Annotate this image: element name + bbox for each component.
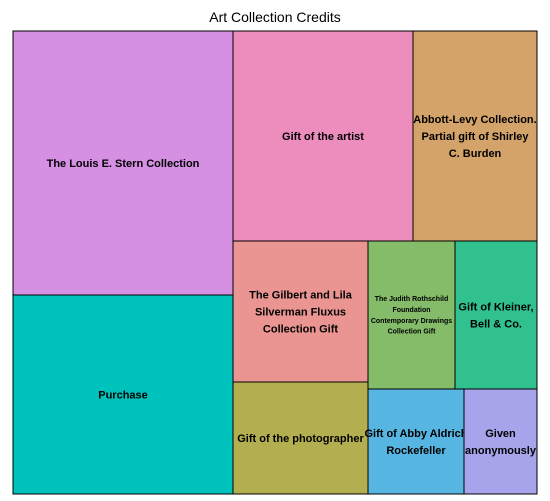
treemap-tile: Gift of the artist [232, 30, 414, 242]
treemap-label: The Louis E. Stern Collection [47, 158, 200, 170]
treemap-rect [232, 240, 369, 383]
treemap-label: Gift of the photographer [237, 433, 364, 445]
treemap-label: Gift of the artist [282, 131, 364, 143]
treemap-rect [232, 381, 369, 495]
treemap-label: Abbott-Levy Collection. Partial gift of S… [413, 114, 536, 160]
treemap-rect [367, 388, 465, 495]
treemap-rect [412, 30, 538, 242]
treemap-label: The Judith Rothschild Foundation Contempor… [371, 296, 452, 336]
treemap-label: Purchase [98, 389, 148, 401]
treemap-tile: Given anonymously [463, 388, 538, 495]
treemap-rect [454, 240, 538, 390]
treemap-tile: Gift of Abby Aldrich Rockefeller [364, 388, 468, 495]
treemap-tile: Purchase [12, 294, 234, 495]
treemap-label: Given anonymously [465, 428, 537, 457]
chart-title: Art Collection Credits [209, 9, 341, 25]
treemap-label: Gift of Abby Aldrich Rockefeller [364, 428, 467, 457]
treemap-tile: Gift of the photographer [232, 381, 369, 495]
treemap-tile: Gift of Kleiner, Bell & Co. [454, 240, 538, 390]
treemap-rect [367, 240, 456, 390]
treemap-tile: The Gilbert and Lila Silverman Fluxus Coll… [232, 240, 369, 383]
treemap-tile: Abbott-Levy Collection. Partial gift of S… [412, 30, 538, 242]
treemap-tile: The Louis E. Stern Collection [12, 30, 234, 296]
treemap-rect [12, 294, 234, 495]
treemap-tile: The Judith Rothschild Foundation Contempor… [367, 240, 456, 390]
treemap-rect [463, 388, 538, 495]
treemap-label: The Gilbert and Lila Silverman Fluxus Coll… [249, 289, 353, 335]
treemap-label: Gift of Kleiner, Bell & Co. [458, 301, 533, 330]
